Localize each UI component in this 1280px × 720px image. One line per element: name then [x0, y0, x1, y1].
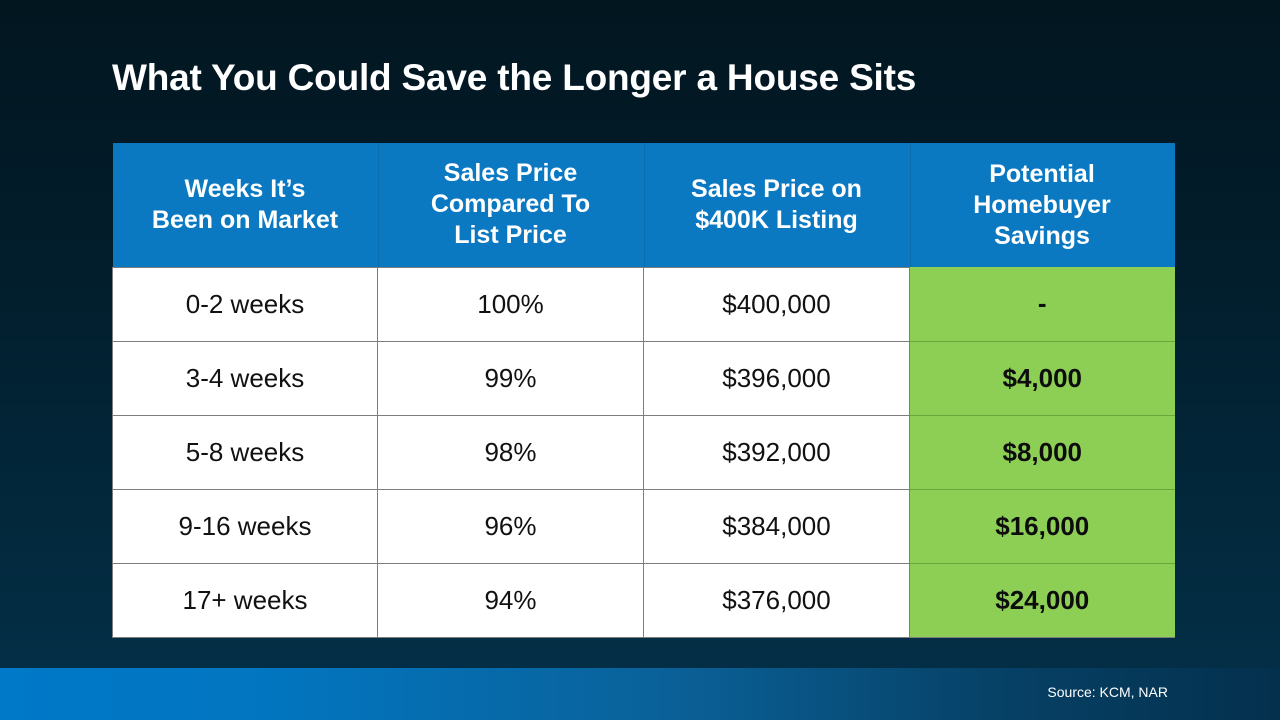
cell-pct: 96%: [377, 489, 644, 564]
savings-table: Weeks It’s Been on Market Sales Price Co…: [112, 143, 1175, 638]
cell-weeks: 17+ weeks: [112, 563, 378, 638]
column-header-sales-price-vs-list: Sales Price Compared To List Price: [377, 143, 644, 267]
table-row: 5-8 weeks 98% $392,000 $8,000: [112, 415, 1175, 490]
table-row: 3-4 weeks 99% $396,000 $4,000: [112, 341, 1175, 416]
cell-price: $376,000: [643, 563, 910, 638]
column-header-weeks-on-market-line1: Weeks It’s: [184, 174, 306, 203]
column-header-sales-price-vs-list-line1: Sales Price: [443, 159, 578, 188]
cell-savings: $8,000: [909, 415, 1175, 490]
cell-price: $400,000: [643, 266, 910, 342]
column-header-sales-price-400k-line1: Sales Price on: [691, 174, 862, 203]
page-title: What You Could Save the Longer a House S…: [112, 57, 917, 98]
column-header-weeks-on-market-line2: Been on Market: [151, 205, 339, 234]
cell-savings: $24,000: [909, 563, 1175, 638]
table-row: 0-2 weeks 100% $400,000 -: [112, 266, 1175, 342]
cell-savings: $16,000: [909, 489, 1175, 564]
table-header: Weeks It’s Been on Market Sales Price Co…: [112, 143, 1175, 267]
cell-pct: 94%: [377, 563, 644, 638]
column-header-sales-price-vs-list-line2: Compared To: [430, 190, 591, 219]
table-row: 17+ weeks 94% $376,000 $24,000: [112, 563, 1175, 638]
column-header-sales-price-vs-list-line3: List Price: [454, 221, 567, 250]
table-body: 0-2 weeks 100% $400,000 - 3-4 weeks 99% …: [112, 266, 1175, 638]
column-header-potential-savings-line1: Potential: [989, 159, 1095, 188]
cell-pct: 98%: [377, 415, 644, 490]
footer-bar: Source: KCM, NAR: [0, 668, 1280, 720]
cell-pct: 99%: [377, 341, 644, 416]
column-header-potential-savings-line3: Savings: [994, 221, 1090, 250]
cell-price: $396,000: [643, 341, 910, 416]
column-header-sales-price-400k-line2: $400K Listing: [695, 205, 858, 234]
column-header-sales-price-400k: Sales Price on $400K Listing: [643, 143, 910, 267]
cell-price: $392,000: [643, 415, 910, 490]
column-header-weeks-on-market: Weeks It’s Been on Market: [112, 143, 378, 267]
cell-savings: $4,000: [909, 341, 1175, 416]
cell-pct: 100%: [377, 266, 644, 342]
table-row: 9-16 weeks 96% $384,000 $16,000: [112, 489, 1175, 564]
column-header-potential-savings: Potential Homebuyer Savings: [909, 143, 1175, 267]
table-header-row: Weeks It’s Been on Market Sales Price Co…: [112, 143, 1175, 267]
cell-price: $384,000: [643, 489, 910, 564]
savings-table-container: Weeks It’s Been on Market Sales Price Co…: [112, 143, 1175, 638]
source-attribution: Source: KCM, NAR: [1047, 684, 1168, 700]
cell-weeks: 5-8 weeks: [112, 415, 378, 490]
cell-weeks: 3-4 weeks: [112, 341, 378, 416]
column-header-potential-savings-line2: Homebuyer: [973, 190, 1111, 219]
cell-weeks: 9-16 weeks: [112, 489, 378, 564]
cell-weeks: 0-2 weeks: [112, 266, 378, 342]
cell-savings: -: [909, 267, 1175, 342]
